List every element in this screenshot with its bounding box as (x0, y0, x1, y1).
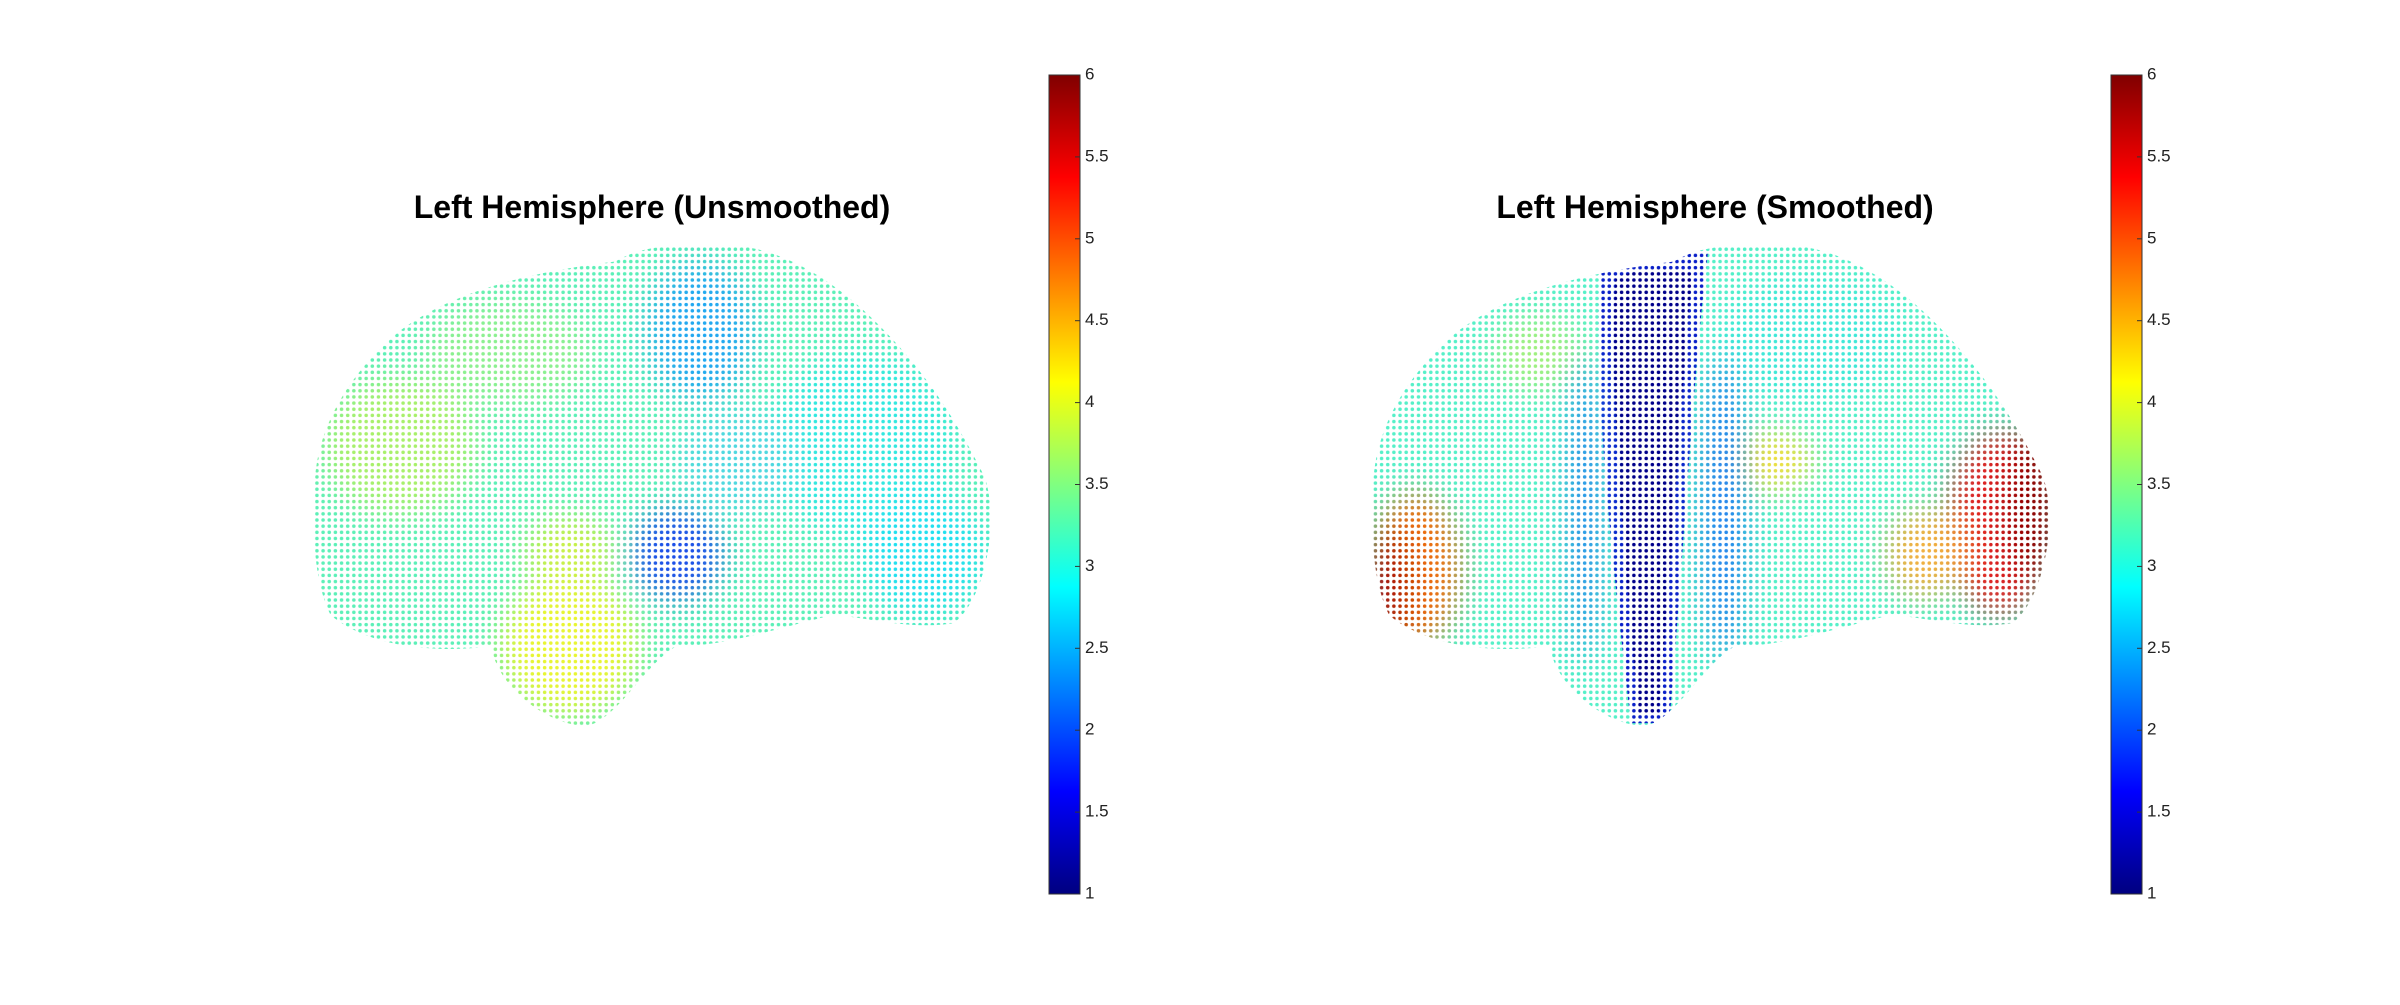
colorbar-tick-label: 3 (1085, 556, 1094, 575)
colorbar-tick-label: 6 (1085, 64, 1094, 83)
colorbar-tick-label: 1 (2147, 883, 2156, 902)
colorbar (2110, 74, 2143, 895)
colorbar-tick-label: 3.5 (1085, 474, 1109, 493)
colorbar-tick-label: 1 (1085, 883, 1094, 902)
colorbar-tick-label: 1.5 (1085, 802, 1109, 821)
colorbar-tick-label: 2 (1085, 720, 1094, 739)
colorbar-tick-label: 6 (2147, 64, 2156, 83)
brain-left (314, 245, 991, 727)
colorbar-tick-label: 1.5 (2147, 802, 2171, 821)
colorbar-tick-label: 2.5 (1085, 638, 1109, 657)
colorbar-tick-label: 5 (1085, 228, 1094, 247)
chart-title: Left Hemisphere (Unsmoothed) (414, 189, 890, 225)
colorbar-tick-label: 4 (1085, 392, 1094, 411)
brain-right (1372, 245, 2050, 727)
colorbar-tick-label: 5.5 (1085, 146, 1109, 165)
colorbar (1048, 74, 1081, 895)
colorbar-tick-label: 2 (2147, 720, 2156, 739)
chart-title: Left Hemisphere (Smoothed) (1496, 189, 1933, 225)
colorbar-tick-label: 4 (2147, 392, 2156, 411)
colorbar-tick-label: 4.5 (2147, 310, 2171, 329)
colorbar-tick-label: 3.5 (2147, 474, 2171, 493)
colorbar-tick-label: 5 (2147, 228, 2156, 247)
colorbar-tick-label: 4.5 (1085, 310, 1109, 329)
colorbar-tick-label: 5.5 (2147, 146, 2171, 165)
colorbar-tick-label: 3 (2147, 556, 2156, 575)
colorbar-tick-label: 2.5 (2147, 638, 2171, 657)
